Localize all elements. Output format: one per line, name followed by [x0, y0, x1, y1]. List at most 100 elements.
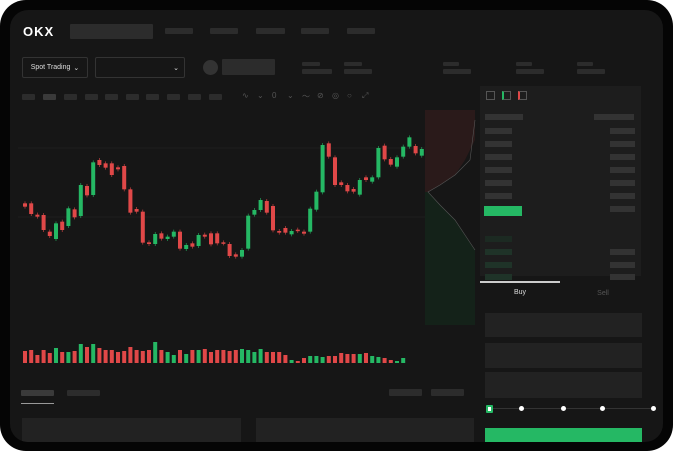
okx-logo: OKX [23, 24, 55, 39]
volume-bar [339, 353, 344, 363]
total-input[interactable] [485, 372, 642, 398]
orderbook-both-icon[interactable] [486, 91, 495, 100]
timeframe-button[interactable] [126, 94, 139, 100]
candle-body [258, 200, 263, 210]
candlestick-chart[interactable] [10, 10, 663, 442]
slider-step[interactable] [561, 406, 566, 411]
price-input[interactable] [485, 313, 642, 337]
filter-button[interactable] [389, 389, 422, 396]
drawing-tool-icon[interactable]: ⌄ [257, 91, 264, 100]
candle-body [134, 209, 139, 212]
candle-body [147, 242, 151, 244]
timeframe-button[interactable] [209, 94, 222, 100]
timeframe-button[interactable] [85, 94, 98, 100]
orderbook-bids-icon[interactable] [502, 91, 511, 100]
volume-bar [271, 352, 275, 363]
tab-buy[interactable]: Buy [513, 289, 527, 296]
filter-button[interactable] [431, 389, 464, 396]
nav-item[interactable] [301, 28, 329, 34]
candle-body [320, 145, 325, 193]
candle-body [388, 159, 393, 165]
slider-step[interactable] [600, 406, 605, 411]
nav-item[interactable] [165, 28, 193, 34]
ask-amount [610, 193, 635, 199]
timeframe-button[interactable] [146, 94, 159, 100]
ask-amount [610, 180, 635, 186]
timeframe-button[interactable] [43, 94, 56, 100]
candle-body [413, 146, 418, 154]
ask-amount [610, 141, 635, 147]
pair-name [222, 59, 275, 75]
volume-bar [221, 350, 226, 363]
pair-select[interactable]: ⌄ [95, 57, 185, 78]
candle-body [407, 137, 412, 147]
stat-value [443, 69, 471, 74]
depth-asks-area [425, 110, 475, 192]
volume-bar [60, 352, 65, 363]
slider-step[interactable] [519, 406, 524, 411]
amount-input[interactable] [485, 343, 642, 368]
drawing-tool-icon[interactable]: ∿ [242, 91, 249, 100]
volume-bar [240, 349, 244, 363]
slider-handle[interactable] [486, 405, 493, 413]
buy-submit-button[interactable] [485, 428, 642, 442]
timeframe-button[interactable] [64, 94, 77, 100]
timeframe-button[interactable] [167, 94, 180, 100]
bid-amount [610, 274, 635, 280]
volume-bar [165, 352, 170, 363]
timeframe-button[interactable] [22, 94, 35, 100]
volume-bar [233, 350, 238, 363]
drawing-tool-icon[interactable]: ◎ [332, 91, 339, 100]
candle-body [283, 228, 288, 233]
candle-body [264, 201, 269, 213]
volume-bar [382, 358, 387, 363]
tab-open-orders[interactable] [21, 390, 54, 396]
drawing-tool-icon[interactable]: ○ [347, 91, 352, 100]
candle-body [345, 185, 350, 192]
stat-label [344, 62, 362, 66]
volume-bar [196, 350, 201, 363]
nav-item[interactable] [347, 28, 375, 34]
slider-track[interactable] [489, 408, 655, 409]
nav-item[interactable] [256, 28, 285, 34]
row-amount [610, 206, 635, 212]
candle-body [153, 234, 158, 244]
timeframe-button[interactable] [188, 94, 201, 100]
candle-body [339, 182, 344, 185]
volume-bar [252, 352, 257, 363]
bid-price [485, 274, 512, 280]
candle-body [419, 149, 424, 156]
candle-body [246, 215, 251, 249]
nav-item[interactable] [210, 28, 238, 34]
search-bar[interactable] [70, 24, 153, 39]
candle-body [351, 189, 356, 192]
volume-bar [295, 361, 300, 363]
volume-bar [333, 356, 337, 363]
volume-bar [258, 349, 263, 363]
header-price [485, 114, 523, 120]
volume-bar [401, 358, 406, 363]
spot-trading-button[interactable]: Spot Trading ⌄ [22, 57, 88, 78]
candle-body [196, 235, 201, 246]
drawing-tool-icon[interactable]: ⊘ [317, 91, 324, 100]
tab-order-history[interactable] [67, 390, 100, 396]
volume-bar [184, 354, 189, 363]
ask-price [485, 154, 512, 160]
drawing-tool-icon[interactable]: ⤢ [362, 91, 369, 100]
chevron-down-icon: ⌄ [73, 64, 80, 72]
tab-sell[interactable]: Sell [597, 290, 609, 297]
candle-body [190, 243, 195, 247]
volume-bar [54, 348, 58, 363]
timeframe-button[interactable] [105, 94, 118, 100]
candle-body [209, 233, 213, 245]
candle-body [370, 177, 375, 182]
drawing-tool-icon[interactable]: ⌄ [287, 91, 294, 100]
drawing-tool-icon[interactable]: 0 [272, 91, 277, 100]
drawing-tool-icon[interactable]: 〜 [302, 92, 310, 101]
orderbook-asks-icon[interactable] [518, 91, 527, 100]
candle-body [364, 177, 368, 180]
ask-amount [610, 167, 635, 173]
candle-body [122, 166, 127, 190]
slider-step[interactable] [651, 406, 656, 411]
